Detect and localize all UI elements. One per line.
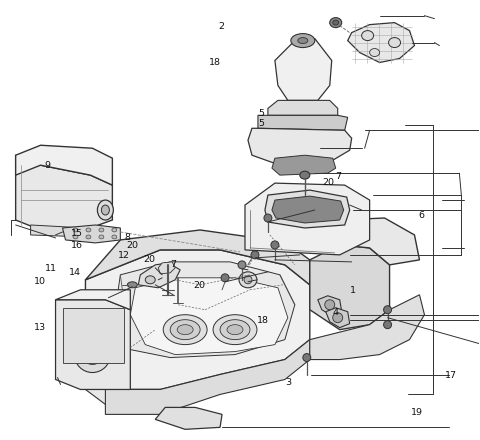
Text: 12: 12: [118, 252, 130, 260]
Ellipse shape: [244, 276, 252, 284]
Ellipse shape: [251, 251, 259, 259]
Polygon shape: [31, 225, 85, 237]
Text: 13: 13: [34, 323, 46, 332]
Polygon shape: [310, 245, 390, 330]
Polygon shape: [326, 308, 350, 328]
Polygon shape: [248, 128, 352, 165]
Polygon shape: [310, 295, 424, 359]
Text: 20: 20: [143, 255, 155, 264]
Ellipse shape: [238, 261, 246, 269]
Ellipse shape: [83, 345, 102, 365]
Ellipse shape: [73, 228, 78, 232]
Text: 5: 5: [259, 119, 264, 128]
Text: 16: 16: [71, 241, 83, 250]
Text: 7: 7: [170, 260, 176, 269]
Polygon shape: [138, 263, 180, 288]
Polygon shape: [85, 250, 310, 389]
Text: 18: 18: [209, 59, 221, 67]
Ellipse shape: [101, 205, 109, 215]
Ellipse shape: [227, 325, 243, 335]
Polygon shape: [155, 407, 222, 429]
Text: 19: 19: [411, 408, 423, 418]
Ellipse shape: [298, 37, 308, 44]
Ellipse shape: [384, 321, 392, 329]
Ellipse shape: [333, 313, 343, 323]
Polygon shape: [16, 155, 112, 230]
Ellipse shape: [74, 337, 110, 373]
Text: 17: 17: [444, 371, 456, 380]
Text: 18: 18: [257, 316, 269, 326]
Ellipse shape: [291, 33, 315, 48]
Polygon shape: [16, 145, 112, 185]
Ellipse shape: [213, 315, 257, 345]
Ellipse shape: [384, 306, 392, 314]
Polygon shape: [130, 278, 288, 355]
Text: 9: 9: [45, 161, 50, 170]
Text: 14: 14: [69, 268, 81, 277]
Ellipse shape: [99, 235, 104, 239]
Bar: [62, 308, 124, 363]
Ellipse shape: [97, 200, 113, 220]
Polygon shape: [275, 39, 332, 100]
Ellipse shape: [220, 320, 250, 340]
Polygon shape: [56, 290, 130, 310]
Text: 5: 5: [259, 110, 264, 118]
Polygon shape: [85, 230, 310, 285]
Text: 1: 1: [349, 286, 356, 295]
Polygon shape: [62, 225, 120, 243]
Text: 20: 20: [193, 281, 205, 290]
Ellipse shape: [112, 228, 117, 232]
Ellipse shape: [271, 241, 279, 249]
Ellipse shape: [389, 37, 400, 48]
Text: 8: 8: [124, 233, 131, 242]
Ellipse shape: [325, 300, 335, 310]
Polygon shape: [265, 190, 350, 228]
Ellipse shape: [86, 228, 91, 232]
Polygon shape: [158, 262, 175, 274]
Text: 11: 11: [45, 264, 57, 273]
Text: 10: 10: [34, 277, 46, 286]
Polygon shape: [106, 340, 310, 414]
Polygon shape: [348, 22, 415, 62]
Polygon shape: [56, 300, 130, 389]
Text: 20: 20: [126, 241, 138, 250]
Ellipse shape: [163, 315, 207, 345]
Ellipse shape: [300, 171, 310, 179]
Text: 6: 6: [419, 211, 425, 220]
Polygon shape: [115, 262, 295, 358]
Ellipse shape: [303, 354, 311, 362]
Text: 3: 3: [285, 378, 291, 387]
Polygon shape: [318, 296, 342, 315]
Ellipse shape: [264, 214, 272, 222]
Polygon shape: [272, 155, 336, 175]
Ellipse shape: [86, 235, 91, 239]
Ellipse shape: [333, 20, 339, 25]
Text: 2: 2: [218, 22, 224, 31]
Ellipse shape: [112, 235, 117, 239]
Polygon shape: [245, 183, 370, 255]
Text: 4: 4: [333, 308, 339, 317]
Text: 7: 7: [335, 172, 341, 181]
Ellipse shape: [177, 325, 193, 335]
Ellipse shape: [99, 228, 104, 232]
Polygon shape: [310, 218, 420, 265]
Ellipse shape: [361, 31, 373, 40]
Text: 20: 20: [323, 178, 335, 187]
Ellipse shape: [330, 18, 342, 28]
Ellipse shape: [370, 48, 380, 56]
Polygon shape: [85, 350, 160, 409]
Ellipse shape: [170, 320, 200, 340]
Polygon shape: [258, 115, 348, 130]
Polygon shape: [268, 100, 338, 115]
Ellipse shape: [73, 235, 78, 239]
Ellipse shape: [239, 272, 257, 288]
Text: 15: 15: [71, 229, 83, 238]
Ellipse shape: [145, 276, 155, 284]
Ellipse shape: [127, 282, 137, 288]
Ellipse shape: [221, 274, 229, 282]
Polygon shape: [272, 196, 344, 223]
